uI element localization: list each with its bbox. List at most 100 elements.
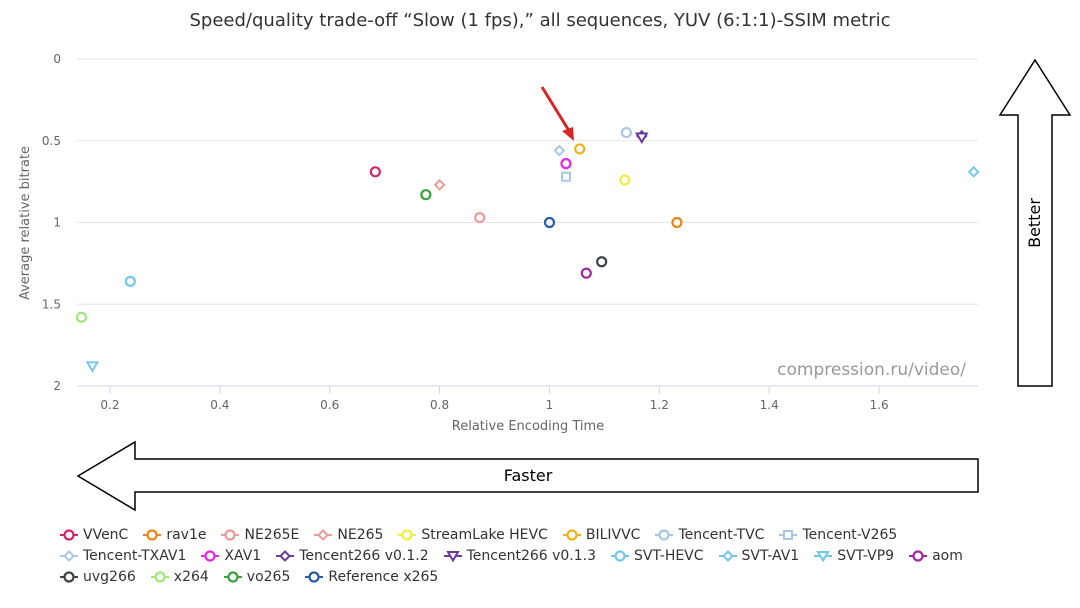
watermark: compression.ru/video/ bbox=[777, 360, 966, 380]
legend-symbol-icon bbox=[221, 528, 240, 541]
legend-marker bbox=[308, 570, 320, 583]
legend-item-bilivvc[interactable]: BILIVVC bbox=[562, 526, 641, 543]
y-axis-title: Average relative bitrate bbox=[18, 146, 33, 300]
legend-marker bbox=[658, 528, 671, 541]
data-point-tencent-v265 bbox=[560, 171, 571, 182]
x-tick-label: 0.8 bbox=[430, 398, 449, 412]
legend-item-tencent266-v0-1-2[interactable]: Tencent266 v0.1.2 bbox=[276, 548, 429, 564]
data-point-bilivvc bbox=[574, 143, 586, 155]
legend-item-uvg266[interactable]: uvg266 bbox=[60, 569, 136, 585]
legend-marker bbox=[63, 570, 75, 583]
legend-label: SVT-AV1 bbox=[741, 547, 800, 564]
data-point-tencent-txav1 bbox=[553, 144, 566, 157]
legend-marker bbox=[816, 550, 830, 562]
x-tick-label: 1.2 bbox=[650, 398, 669, 412]
legend-marker bbox=[721, 549, 734, 562]
legend-item-vo265[interactable]: vo265 bbox=[223, 568, 291, 585]
data-point-ne265e bbox=[474, 211, 486, 224]
legend-symbol-icon bbox=[201, 549, 220, 562]
data-point-x264 bbox=[75, 311, 87, 323]
legend-symbol-icon bbox=[562, 528, 581, 541]
legend-label: NE265 bbox=[337, 526, 384, 543]
legend-label: aom bbox=[932, 547, 963, 564]
legend-label: Tencent-V265 bbox=[802, 526, 898, 543]
y-tick-label: 1 bbox=[53, 216, 61, 230]
legend-label: StreamLake HEVC bbox=[421, 526, 548, 543]
y-tick-label: 0.5 bbox=[42, 134, 61, 148]
x-axis-title: Relative Encoding Time bbox=[452, 419, 604, 434]
legend-label: XAV1 bbox=[224, 547, 262, 564]
legend-marker bbox=[614, 549, 626, 562]
legend-item-tencent-tvc[interactable]: Tencent-TVC bbox=[655, 527, 764, 543]
highlight-arrow-line bbox=[540, 86, 573, 135]
legend-marker bbox=[401, 528, 414, 541]
data-point-streamlake-hevc bbox=[619, 174, 631, 186]
legend-marker bbox=[204, 549, 217, 562]
legend-item-tencent266-v0-1-3[interactable]: Tencent266 v0.1.3 bbox=[443, 547, 597, 564]
legend-symbol-icon bbox=[611, 549, 630, 562]
better-arrow: Better bbox=[998, 58, 1072, 387]
legend-label: x264 bbox=[173, 568, 209, 585]
legend-marker bbox=[445, 550, 460, 562]
data-point-tencent266-v0-1-3 bbox=[635, 132, 649, 144]
x-tick-label: 1.6 bbox=[870, 398, 889, 412]
data-point-tencent-tvc bbox=[620, 126, 632, 139]
legend-item-svt-av1[interactable]: SVT-AV1 bbox=[718, 547, 800, 564]
legend-marker bbox=[63, 549, 75, 562]
legend-label: SVT-HEVC bbox=[634, 547, 704, 564]
legend-symbol-icon bbox=[779, 529, 798, 540]
axes: 0 0.5 1 1.5 2 0.2 0.4 0.6 0.8 1 1.2 1.4 1.6 bbox=[42, 52, 978, 412]
legend-marker bbox=[154, 570, 166, 583]
data-point-aom bbox=[580, 267, 592, 279]
y-tick-label: 2 bbox=[53, 379, 61, 393]
x-tick-label: 0.4 bbox=[210, 398, 229, 412]
legend-label: vo265 bbox=[246, 568, 291, 585]
legend-label: Tencent266 v0.1.3 bbox=[466, 547, 597, 564]
x-tick-label: 0.6 bbox=[320, 398, 339, 412]
better-label: Better bbox=[1025, 198, 1044, 248]
legend-symbol-icon bbox=[60, 528, 78, 541]
data-point-uvg266 bbox=[596, 256, 608, 268]
legend-label: BILIVVC bbox=[585, 526, 641, 543]
legend-label: SVT-VP9 bbox=[837, 547, 895, 564]
legend-label: uvg266 bbox=[83, 568, 136, 585]
legend: VVenC rav1e NE265E NE265 StreamLake HEVC BILI… bbox=[60, 524, 1070, 587]
legend-symbol-icon bbox=[443, 550, 462, 562]
legend-item-svt-hevc[interactable]: SVT-HEVC bbox=[611, 548, 704, 564]
legend-symbol-icon bbox=[398, 528, 417, 541]
legend-marker bbox=[279, 549, 292, 562]
legend-item-tencent-txav1[interactable]: Tencent-TXAV1 bbox=[60, 548, 186, 564]
legend-symbol-icon bbox=[60, 549, 78, 562]
x-tick-label: 1.4 bbox=[760, 398, 779, 412]
legend-item-ne265e[interactable]: NE265E bbox=[221, 527, 299, 543]
legend-label: VVenC bbox=[83, 526, 129, 543]
legend-label: Tencent-TVC bbox=[678, 526, 765, 543]
legend-item-x264[interactable]: x264 bbox=[150, 568, 209, 585]
legend-marker bbox=[224, 528, 237, 541]
legend-item-reference-x265[interactable]: Reference x265 bbox=[305, 569, 438, 585]
data-point-vvenc bbox=[369, 166, 381, 178]
legend-item-aom[interactable]: aom bbox=[909, 548, 963, 564]
faster-arrow: Faster bbox=[76, 440, 979, 512]
legend-item-tencent-v265[interactable]: Tencent-V265 bbox=[779, 527, 897, 543]
x-tick-label: 0.2 bbox=[100, 398, 119, 412]
legend-item-streamlake-hevc[interactable]: StreamLake HEVC bbox=[398, 526, 548, 543]
data-point-vo265 bbox=[420, 189, 432, 201]
legend-item-ne265[interactable]: NE265 bbox=[314, 527, 383, 543]
legend-label: Tencent-TXAV1 bbox=[83, 547, 187, 564]
legend-item-rav1e[interactable]: rav1e bbox=[143, 527, 206, 543]
faster-label: Faster bbox=[504, 466, 553, 485]
left-arrow-shape bbox=[76, 440, 979, 512]
legend-item-vvenc[interactable]: VVenC bbox=[60, 527, 128, 543]
legend-item-xav1[interactable]: XAV1 bbox=[201, 548, 261, 564]
x-tick-label: 1 bbox=[546, 398, 554, 412]
data-point-xav1 bbox=[560, 158, 572, 170]
grid-lines bbox=[77, 58, 978, 305]
data-point-reference-x265 bbox=[543, 216, 556, 229]
data-point-svt-hevc bbox=[124, 275, 136, 287]
up-arrow-shape bbox=[998, 58, 1072, 387]
highlight-arrow-head bbox=[562, 127, 574, 141]
legend-row: uvg266 x264 vo265 Reference x265 bbox=[60, 566, 1070, 587]
legend-item-svt-vp9[interactable]: SVT-VP9 bbox=[814, 548, 894, 564]
